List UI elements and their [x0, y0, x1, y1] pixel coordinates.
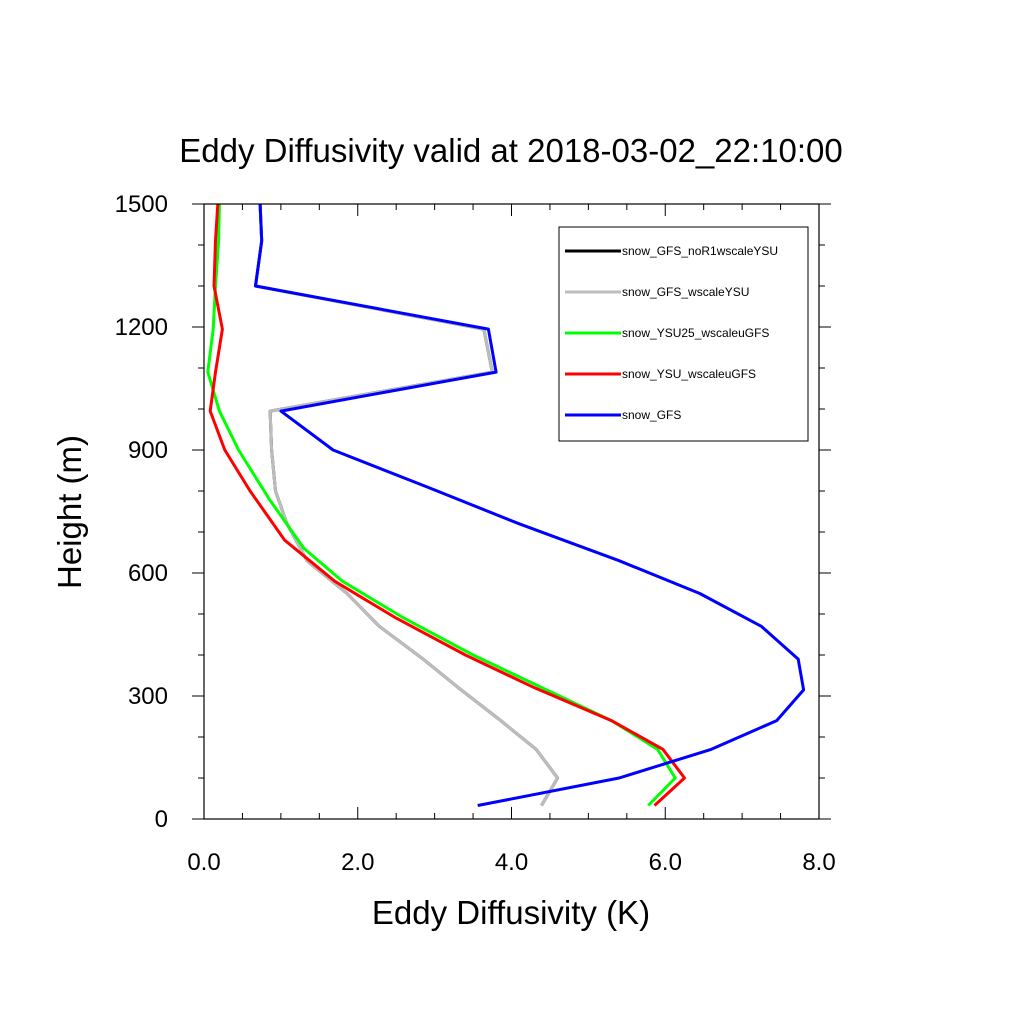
y-tick-label: 300 — [128, 683, 168, 710]
y-tick-label: 1200 — [115, 314, 168, 341]
chart-title: Eddy Diffusivity valid at 2018-03-02_22:… — [179, 132, 842, 169]
y-axis-label: Height (m) — [51, 435, 88, 589]
x-tick-label: 6.0 — [649, 849, 682, 876]
y-tick-label: 0 — [155, 806, 168, 833]
legend-label-4: snow_YSU_wscaleuGFS — [622, 367, 756, 381]
series-line-4 — [208, 203, 686, 807]
x-axis-label: Eddy Diffusivity (K) — [372, 894, 650, 931]
y-tick-label: 1500 — [115, 191, 168, 218]
x-tick-label: 0.0 — [187, 849, 220, 876]
legend-label-3: snow_YSU25_wscaleuGFS — [622, 326, 769, 340]
x-tick-label: 2.0 — [341, 849, 374, 876]
series-line-5 — [254, 203, 806, 807]
y-tick-label: 900 — [128, 437, 168, 464]
y-tick-label: 600 — [128, 560, 168, 587]
x-tick-label: 8.0 — [802, 849, 835, 876]
legend-label-2: snow_GFS_wscaleYSU — [622, 285, 749, 299]
axes: 0.0 2.0 4.0 6.0 8.0 0 300 600 900 1200 1500 — [115, 191, 836, 876]
legend-label-1: snow_GFS_noR1wscaleYSU — [622, 244, 778, 258]
x-tick-label: 4.0 — [495, 849, 528, 876]
plot-area — [206, 203, 806, 807]
legend: snow_GFS_noR1wscaleYSU snow_GFS_wscaleYSU… — [558, 226, 809, 442]
legend-label-5: snow_GFS — [622, 408, 681, 422]
